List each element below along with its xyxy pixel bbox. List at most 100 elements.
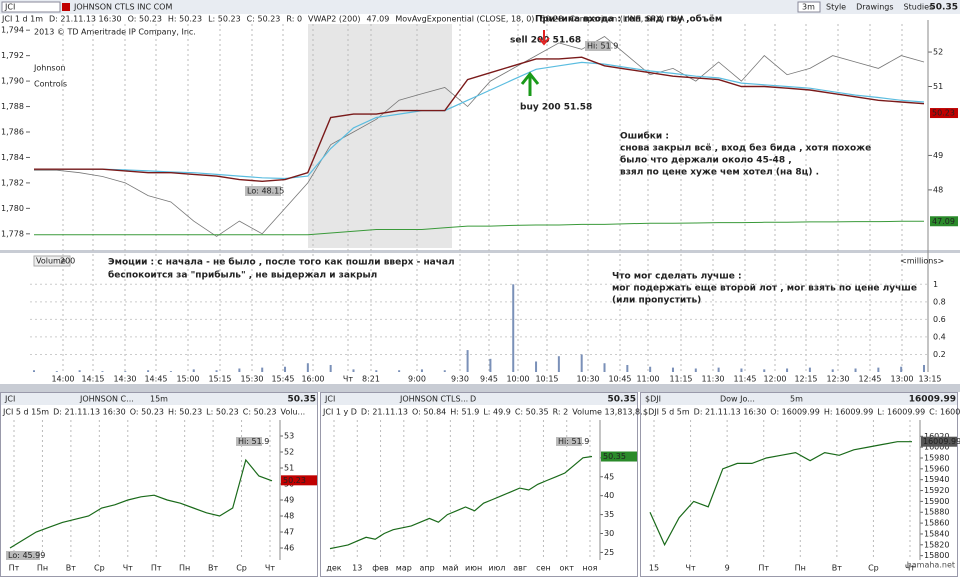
- sell-arrow: [538, 30, 550, 46]
- pane-field: H: 50.23: [168, 408, 202, 417]
- volume-bar: [717, 367, 720, 372]
- entry-note: Причина входа : геп энд гоу ,объём: [535, 14, 722, 25]
- buy-arrow: [520, 71, 540, 96]
- volume-bar: [831, 369, 834, 372]
- volume-bar: [786, 368, 789, 372]
- symbol: JCI: [4, 3, 15, 12]
- volume-bar: [512, 284, 515, 372]
- pane-x-label: 13: [352, 564, 362, 573]
- could-note: (или пропустить): [612, 296, 701, 306]
- pane-tick-label: 15840: [924, 529, 949, 538]
- time-label: 11:30: [701, 375, 724, 384]
- comparison-line: [34, 36, 925, 237]
- pane-tick-label: 30: [604, 529, 614, 538]
- pane-tag-box: [921, 436, 957, 447]
- symbol-input[interactable]: [1, 1, 61, 13]
- pane-tick-label: 15920: [924, 486, 949, 495]
- left-tick-label: 1,778: [1, 229, 24, 238]
- mistakes-note: было что держали около 45-48 ,: [620, 155, 792, 166]
- pane-x-label: мар: [396, 564, 412, 573]
- pane-tick-label: 15800: [924, 551, 949, 560]
- time-label: 16:00: [301, 375, 324, 384]
- timeframe: 3m: [802, 3, 815, 12]
- pane-tick-label: 40: [604, 491, 614, 500]
- volume-label: Volume: [36, 257, 66, 266]
- mistakes-note: Ошибки :: [620, 131, 669, 142]
- pane-timeframe[interactable]: 5m: [790, 395, 803, 404]
- pane-tick-label: 15820: [924, 540, 949, 549]
- study-field: MovAvgExponential (CLOSE, 18, 0): [395, 15, 534, 24]
- lo-label: Lo: 48.15: [247, 187, 284, 196]
- pane-x-label: Пт: [758, 564, 769, 573]
- pane-field: C: 50.35: [515, 408, 549, 417]
- time-label: 14:30: [113, 375, 136, 384]
- volume-bar: [557, 356, 560, 372]
- time-label: 9:45: [480, 375, 498, 384]
- volume-bar: [923, 364, 925, 372]
- pane-field: L: 49.9: [483, 408, 511, 417]
- pane-field: R: 2: [553, 408, 569, 417]
- pane-toolbar: [320, 392, 638, 405]
- company-link: JOHNSON CTLS INC COM: [73, 3, 172, 12]
- toolbar-button[interactable]: Studies: [904, 3, 934, 12]
- study-field: R: 0: [286, 15, 302, 24]
- pane-x-label: ноя: [583, 564, 598, 573]
- volume-bar: [329, 364, 332, 372]
- time-label: 11:15: [669, 375, 692, 384]
- left-tick-label: 1,792: [1, 51, 24, 60]
- toolbar: [0, 0, 960, 14]
- pane-field: C: 50.23: [243, 408, 277, 417]
- study-field: VWAP2 (200): [308, 15, 360, 24]
- volume-bar: [284, 366, 287, 372]
- pane-lo: Lo: 45.99: [8, 551, 45, 560]
- pane-x-label: июл: [488, 564, 505, 573]
- volume-bar: [55, 371, 58, 372]
- premarket-shade: [308, 24, 452, 248]
- pane-field: H: 16009.99: [824, 408, 873, 417]
- volume-bar: [740, 368, 743, 372]
- left-tick-label: 1,786: [1, 128, 24, 137]
- pane-field: JCI 5 d 15m: [2, 408, 49, 417]
- toolbar-button[interactable]: Drawings: [856, 3, 893, 12]
- time-label: 14:15: [81, 375, 104, 384]
- volume-bar: [215, 370, 218, 372]
- pane-field: L: 50.23: [206, 408, 239, 417]
- left-tick-label: 1,790: [1, 77, 24, 86]
- pane-tag: 50.23: [283, 476, 306, 485]
- last-tag-box: [930, 108, 958, 119]
- volume-bar: [238, 368, 241, 372]
- pane-tick-label: 52: [284, 448, 294, 457]
- volume-bar: [375, 370, 378, 372]
- time-label: 13:15: [918, 375, 941, 384]
- pane-timeframe[interactable]: D: [470, 395, 476, 404]
- pane-tick-label: 25: [604, 548, 614, 557]
- time-label: 9:30: [451, 375, 469, 384]
- time-label: 14:45: [144, 375, 167, 384]
- time-label: 10:15: [535, 375, 558, 384]
- timeframe-button[interactable]: [797, 1, 821, 13]
- time-label: 15:45: [271, 375, 294, 384]
- left-tick-label: 1,784: [1, 153, 24, 162]
- volume-tick-label: 0.4: [933, 332, 946, 341]
- pane-x-label: авг: [513, 564, 527, 573]
- pane-toolbar: [640, 392, 958, 405]
- pane-field: L: 16009.99: [877, 408, 925, 417]
- splitter: [0, 250, 960, 253]
- pane-tag: 16009.99: [923, 437, 960, 446]
- pane-field: $DJI 5 d 5m: [643, 408, 690, 417]
- price-line: [34, 56, 925, 183]
- time-label: 12:45: [858, 375, 881, 384]
- pane-x-label: Пн: [795, 564, 806, 573]
- vwap-line: [34, 220, 924, 236]
- pane-tick-label: 15940: [924, 475, 949, 484]
- study-field: O: 50.23: [128, 15, 162, 24]
- pane-symbol: $DJI: [645, 395, 661, 404]
- volume-tick-label: 0.6: [933, 315, 946, 324]
- pane-tick-label: 49: [284, 496, 294, 505]
- pane-field: D: 21.11.13: [361, 408, 408, 417]
- toolbar-button[interactable]: Style: [826, 3, 846, 12]
- pane-timeframe[interactable]: 15m: [150, 395, 168, 404]
- volume-bar: [398, 370, 401, 372]
- could-note: Что мог сделать лучше :: [612, 272, 742, 282]
